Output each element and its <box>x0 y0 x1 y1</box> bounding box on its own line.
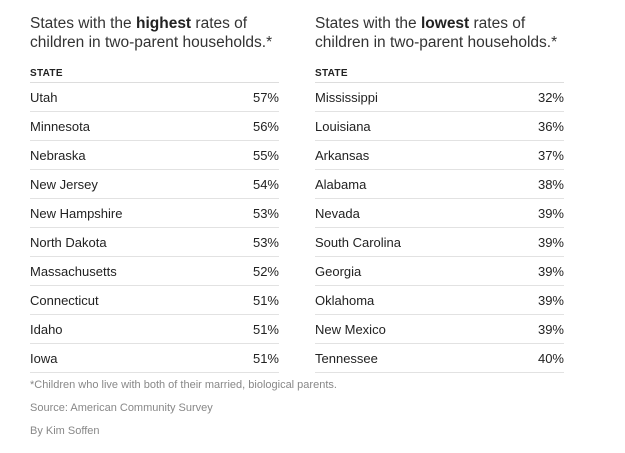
table-row: Oklahoma 39% <box>315 286 564 315</box>
state-rate: 52% <box>252 263 279 279</box>
title-emphasis: lowest <box>420 15 470 32</box>
highest-rates-table: States with the highest rates of childre… <box>30 14 279 373</box>
table-row: Massachusetts 52% <box>30 257 279 286</box>
state-name: Utah <box>30 89 58 105</box>
title-prefix: States with the <box>315 15 421 32</box>
byline: By Kim Soffen <box>30 425 100 437</box>
state-name: New Mexico <box>315 321 386 337</box>
state-rate: 39% <box>537 205 564 221</box>
table-row: New Mexico 39% <box>315 315 564 344</box>
state-rate: 53% <box>252 205 279 221</box>
state-name: Mississippi <box>315 89 378 105</box>
lowest-table-title: States with the lowest rates of children… <box>315 14 564 52</box>
table-row: Minnesota 56% <box>30 112 279 141</box>
state-rate: 54% <box>252 176 279 192</box>
title-prefix: States with the <box>30 15 136 32</box>
state-rate: 36% <box>537 118 564 134</box>
state-column-header: STATE <box>30 67 279 83</box>
table-row: North Dakota 53% <box>30 228 279 257</box>
state-name: Connecticut <box>30 292 99 308</box>
state-rate: 38% <box>537 176 564 192</box>
state-name: Nevada <box>315 205 360 221</box>
table-row: New Jersey 54% <box>30 170 279 199</box>
table-row: Connecticut 51% <box>30 286 279 315</box>
state-rate: 39% <box>537 321 564 337</box>
footnote: *Children who live with both of their ma… <box>30 379 337 391</box>
source-note: Source: American Community Survey <box>30 402 213 414</box>
state-name: Idaho <box>30 321 63 337</box>
state-name: North Dakota <box>30 234 107 250</box>
state-name: Louisiana <box>315 118 371 134</box>
state-name: Alabama <box>315 176 367 192</box>
lowest-rates-table: States with the lowest rates of children… <box>315 14 564 373</box>
state-name: Arkansas <box>315 147 370 163</box>
highest-rows: Utah 57% Minnesota 56% Nebraska 55% New Jersey… <box>30 83 279 373</box>
state-column-header: STATE <box>315 67 564 83</box>
table-row: Utah 57% <box>30 83 279 112</box>
state-rate: 37% <box>537 147 564 163</box>
lowest-rows: Mississippi 32% Louisiana 36% Arkansas 37% Ala… <box>315 83 564 373</box>
table-row: Idaho 51% <box>30 315 279 344</box>
table-row: Tennessee 40% <box>315 344 564 373</box>
state-rate: 51% <box>252 350 279 366</box>
title-suffix: rates of children in two-parent househol… <box>30 15 273 51</box>
title-emphasis: highest <box>135 15 192 32</box>
state-name: Massachusetts <box>30 263 117 279</box>
state-name: Minnesota <box>30 118 90 134</box>
table-row: Louisiana 36% <box>315 112 564 141</box>
state-rate: 57% <box>252 89 279 105</box>
table-row: Nevada 39% <box>315 199 564 228</box>
title-suffix: rates of children in two-parent househol… <box>315 15 558 51</box>
state-name: Nebraska <box>30 147 86 163</box>
table-row: South Carolina 39% <box>315 228 564 257</box>
table-row: New Hampshire 53% <box>30 199 279 228</box>
table-row: Nebraska 55% <box>30 141 279 170</box>
state-name: New Hampshire <box>30 205 123 221</box>
state-name: Tennessee <box>315 350 378 366</box>
table-row: Georgia 39% <box>315 257 564 286</box>
state-rate: 56% <box>252 118 279 134</box>
state-rate: 53% <box>252 234 279 250</box>
table-row: Arkansas 37% <box>315 141 564 170</box>
state-rate: 39% <box>537 234 564 250</box>
state-name: New Jersey <box>30 176 98 192</box>
state-rate: 39% <box>537 263 564 279</box>
state-name: Iowa <box>30 350 58 366</box>
state-rate: 55% <box>252 147 279 163</box>
table-row: Alabama 38% <box>315 170 564 199</box>
state-name: South Carolina <box>315 234 401 250</box>
state-name: Oklahoma <box>315 292 375 308</box>
state-rate: 39% <box>537 292 564 308</box>
state-rate: 51% <box>252 321 279 337</box>
state-name: Georgia <box>315 263 362 279</box>
state-rate: 40% <box>537 350 564 366</box>
state-rate: 32% <box>537 89 564 105</box>
table-row: Iowa 51% <box>30 344 279 373</box>
highest-table-title: States with the highest rates of childre… <box>30 14 279 52</box>
table-row: Mississippi 32% <box>315 83 564 112</box>
state-rate: 51% <box>252 292 279 308</box>
